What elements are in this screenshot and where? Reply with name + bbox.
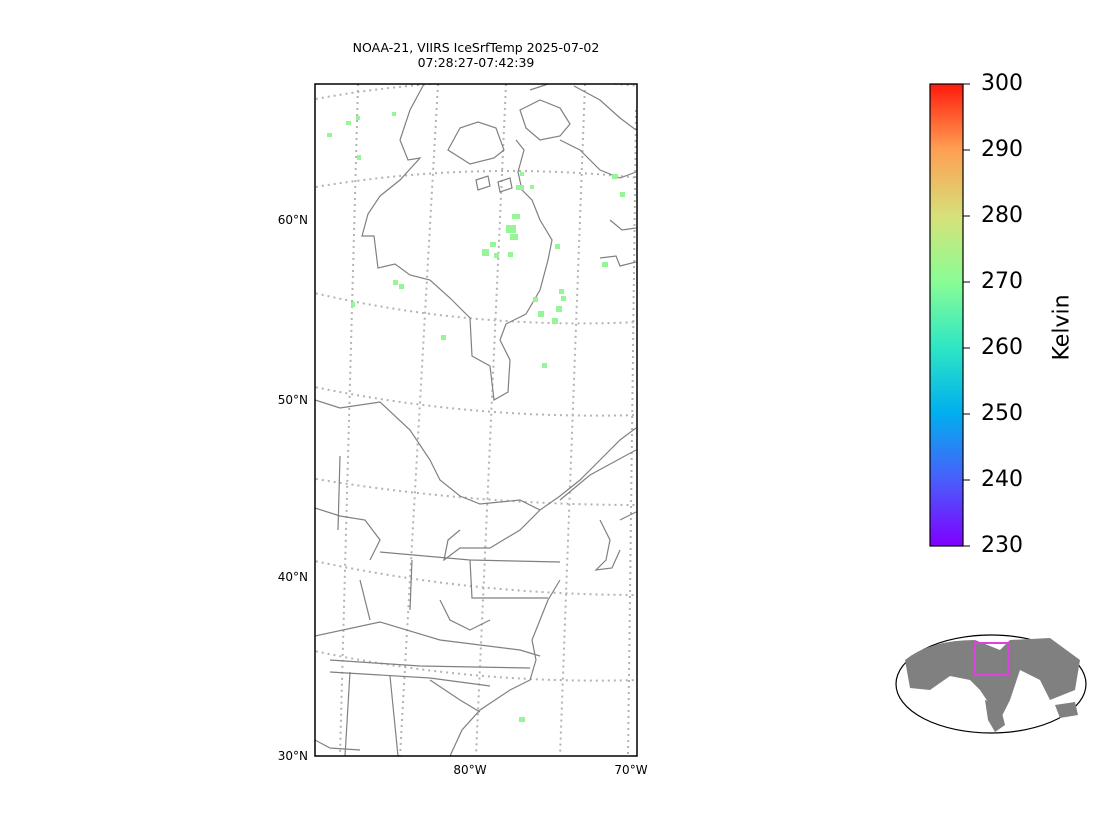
colorbar (929, 83, 964, 547)
cb-tick-280: 280 (981, 203, 1023, 228)
title-line-2: 07:28:27-07:42:39 (417, 55, 535, 70)
colorbar-ticks (963, 83, 970, 547)
coastlines (315, 84, 637, 756)
cb-tick-230: 230 (981, 533, 1023, 558)
lat-label-30: 30°N (277, 749, 308, 763)
lon-label-80w: 80°W (453, 763, 487, 777)
cb-tick-260: 260 (981, 335, 1023, 360)
cb-tick-240: 240 (981, 467, 1023, 492)
lat-label-40: 40°N (277, 570, 308, 584)
map-title: NOAA-21, VIIRS IceSrfTemp 2025-07-02 07:… (276, 40, 676, 70)
title-line-1: NOAA-21, VIIRS IceSrfTemp 2025-07-02 (352, 40, 600, 55)
lat-label-50: 50°N (277, 393, 308, 407)
cb-tick-300: 300 (981, 71, 1023, 96)
lon-label-70w: 70°W (614, 763, 648, 777)
cb-tick-250: 250 (981, 401, 1023, 426)
graticule (315, 84, 637, 756)
inset-globe (895, 634, 1087, 734)
map-frame (314, 83, 638, 757)
cb-tick-270: 270 (981, 269, 1023, 294)
inset-region-box (974, 642, 1009, 676)
data-points (327, 112, 625, 722)
lat-label-60: 60°N (277, 213, 308, 227)
colorbar-label: Kelvin (1049, 294, 1075, 361)
map-content (315, 84, 637, 756)
cb-tick-290: 290 (981, 137, 1023, 162)
